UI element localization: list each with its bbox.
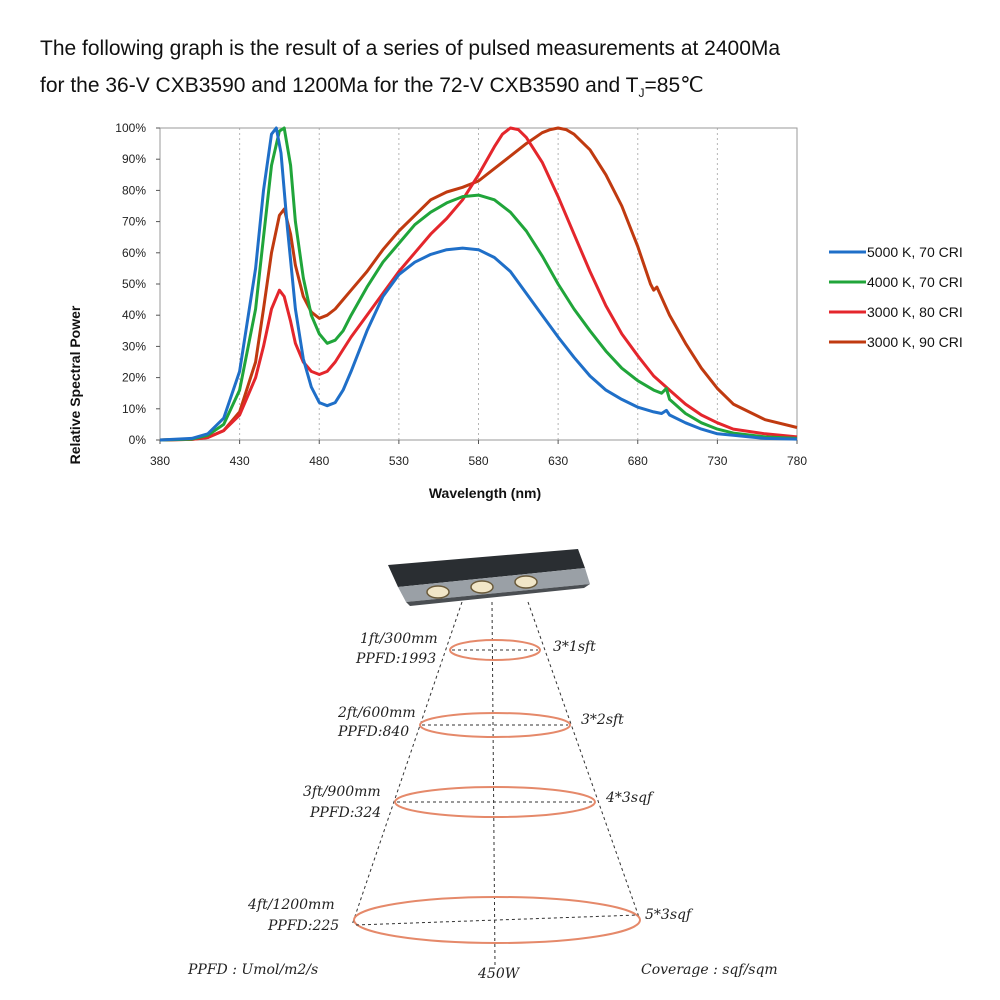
level-3-ppfd: PPFD:324 bbox=[309, 805, 381, 821]
legend-label: 4000 K, 70 CRI bbox=[867, 274, 963, 290]
level-2-ppfd: PPFD:840 bbox=[337, 724, 409, 740]
wattage-label: 450W bbox=[477, 966, 521, 982]
y-tick-label: 50% bbox=[122, 277, 146, 291]
chart-series bbox=[159, 126, 798, 442]
x-tick-label: 380 bbox=[150, 454, 170, 468]
diameter-lines bbox=[355, 649, 639, 926]
y-axis-label: Relative Spectral Power bbox=[67, 305, 83, 464]
x-axis-label: Wavelength (nm) bbox=[429, 485, 541, 501]
y-tick-label: 40% bbox=[122, 308, 146, 322]
level-1-height: 1ft/300mm bbox=[360, 631, 438, 647]
y-tick-label: 100% bbox=[115, 121, 146, 135]
level-2-coverage: 3*2sft bbox=[581, 712, 624, 728]
y-tick-label: 30% bbox=[122, 339, 146, 353]
chart-legend: 5000 K, 70 CRI 4000 K, 70 CRI 3000 K, 80 C… bbox=[829, 244, 963, 350]
series-line bbox=[159, 126, 798, 442]
heading-line-1: The following graph is the result of a s… bbox=[40, 37, 781, 60]
x-axis-ticks: 380 430 480 530 580 630 680 730 780 bbox=[150, 440, 807, 468]
level-1-coverage: 3*1sft bbox=[553, 639, 596, 655]
spectral-power-chart: 0% 10% 20% 30% 40% 50% 60% 70% 80% 90% 100% 380 430… bbox=[67, 121, 963, 501]
level-3-height: 3ft/900mm bbox=[303, 784, 381, 800]
series-line bbox=[159, 126, 798, 442]
x-tick-label: 780 bbox=[787, 454, 807, 468]
coverage-unit-note: Coverage : sqf/sqm bbox=[641, 962, 778, 978]
coverage-ring-3ft bbox=[394, 786, 596, 818]
heading-line-2: for the 36-V CXB3590 and 1200Ma for the … bbox=[40, 67, 980, 112]
y-tick-label: 10% bbox=[122, 402, 146, 416]
level-4-ppfd: PPFD:225 bbox=[267, 918, 339, 934]
x-tick-label: 730 bbox=[707, 454, 727, 468]
series-line bbox=[159, 126, 798, 442]
x-tick-label: 480 bbox=[309, 454, 329, 468]
x-tick-label: 580 bbox=[468, 454, 488, 468]
level-1-ppfd: PPFD:1993 bbox=[355, 651, 436, 667]
coverage-ring-2ft bbox=[419, 712, 571, 738]
series-line bbox=[159, 126, 798, 442]
page-heading: The following graph is the result of a s… bbox=[40, 30, 980, 112]
x-tick-label: 680 bbox=[628, 454, 648, 468]
y-tick-label: 0% bbox=[129, 433, 147, 447]
y-tick-label: 20% bbox=[122, 371, 146, 385]
legend-label: 5000 K, 70 CRI bbox=[867, 244, 963, 260]
heading-line-2-suffix: =85℃ bbox=[644, 74, 704, 97]
x-tick-label: 430 bbox=[230, 454, 250, 468]
heading-subscript: J bbox=[638, 86, 645, 101]
y-axis-ticks: 0% 10% 20% 30% 40% 50% 60% 70% 80% 90% 100% bbox=[115, 121, 160, 447]
legend-label: 3000 K, 80 CRI bbox=[867, 304, 963, 320]
coverage-ring-1ft bbox=[449, 639, 541, 661]
heading-line-2-prefix: for the 36-V CXB3590 and 1200Ma for the … bbox=[40, 74, 639, 97]
beam-cone-lines bbox=[351, 601, 641, 966]
x-tick-label: 530 bbox=[389, 454, 409, 468]
level-4-height: 4ft/1200mm bbox=[247, 897, 335, 913]
level-2-height: 2ft/600mm bbox=[337, 705, 416, 721]
level-4-coverage: 5*3sqf bbox=[645, 907, 694, 923]
y-tick-label: 70% bbox=[122, 215, 146, 229]
coverage-diagram: 1ft/300mm PPFD:1993 2ft/600mm PPFD:840 3… bbox=[187, 549, 778, 982]
light-fixture-image bbox=[388, 549, 590, 606]
y-tick-label: 60% bbox=[122, 246, 146, 260]
coverage-ring-4ft bbox=[353, 896, 641, 944]
y-tick-label: 80% bbox=[122, 183, 146, 197]
level-3-coverage: 4*3sqf bbox=[605, 790, 655, 806]
x-tick-label: 630 bbox=[548, 454, 568, 468]
ppfd-unit-note: PPFD : Umol/m2/s bbox=[187, 962, 318, 978]
legend-label: 3000 K, 90 CRI bbox=[867, 334, 963, 350]
y-tick-label: 90% bbox=[122, 152, 146, 166]
coverage-rings bbox=[353, 639, 641, 944]
